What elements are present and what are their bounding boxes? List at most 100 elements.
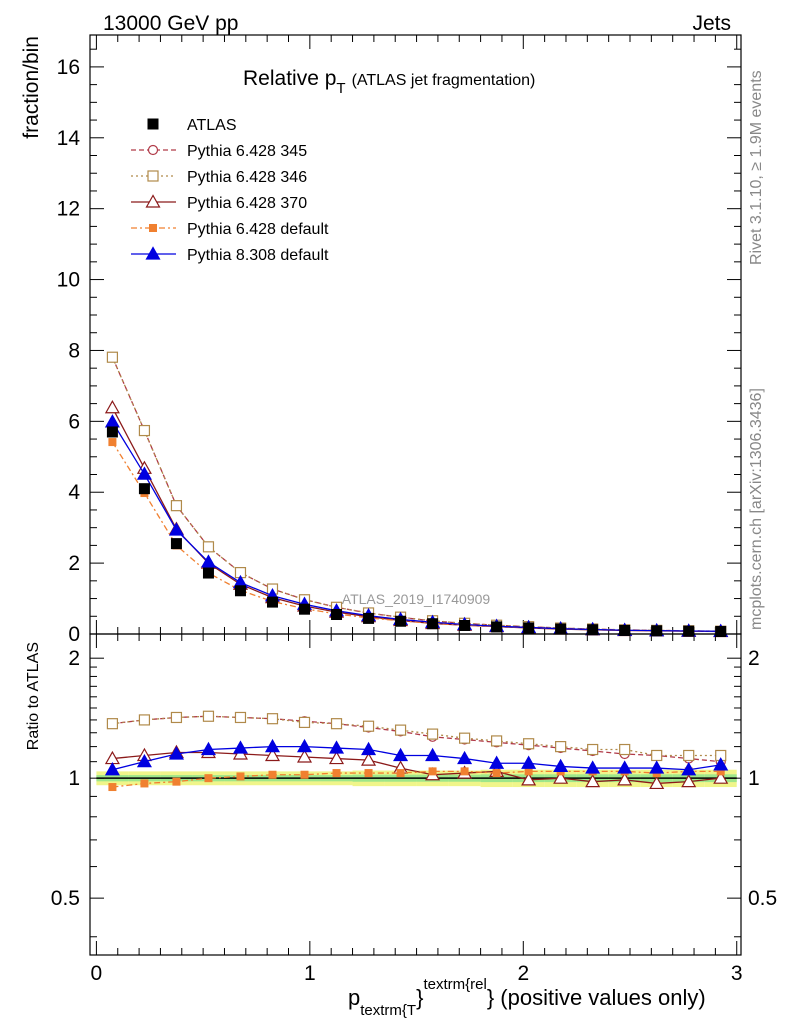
ratio-point-pythia-6-428-370 <box>264 747 281 762</box>
series-point-pythia-8-308-default <box>136 466 152 480</box>
series-point-pythia-6-428-346 <box>106 351 119 363</box>
data-point <box>555 623 567 635</box>
legend-label: Pythia 6.428 default <box>187 221 329 238</box>
ratio-point-pythia-6-428-346 <box>491 735 503 747</box>
ratio-point-pythia-6-428-default <box>524 767 533 776</box>
legend-marker <box>145 246 161 260</box>
side-label-top: Rivet 3.1.10, ≥ 1.9M events <box>748 70 765 265</box>
legend-label: Pythia 6.428 346 <box>187 169 307 186</box>
x-tick-label: 1 <box>304 962 316 985</box>
plot-title: Relative pT (ATLAS jet fragmentation) <box>243 67 535 97</box>
data-point <box>395 615 407 627</box>
ratio-point-pythia-6-428-default <box>492 769 501 778</box>
ratio-point-pythia-8-308-default <box>361 741 377 756</box>
ratio-point-pythia-6-428-370 <box>328 750 345 765</box>
ratio-point-pythia-6-428-default <box>460 767 469 776</box>
data-point <box>619 624 631 636</box>
ratio-point-pythia-8-308-default <box>553 758 569 773</box>
ratio-point-pythia-8-308-default <box>585 760 601 774</box>
ratio-point-pythia-6-428-default <box>268 770 277 779</box>
data-point <box>683 625 695 637</box>
ratio-point-pythia-8-308-default <box>521 755 537 769</box>
data-point <box>331 609 343 621</box>
ratio-point-pythia-6-428-default <box>428 767 437 776</box>
y-tick-label: 10 <box>57 269 80 292</box>
series-point-pythia-6-428-346 <box>170 500 183 512</box>
legend-label: Pythia 6.428 370 <box>187 195 307 212</box>
title-main: Relative p <box>243 67 336 90</box>
data-point <box>651 625 663 637</box>
ratio-point-pythia-6-428-346 <box>234 711 247 724</box>
ratio-point-pythia-6-428-370 <box>521 772 537 786</box>
ratio-point-pythia-6-428-370 <box>617 772 633 786</box>
legend-marker <box>149 224 157 232</box>
ratio-point-pythia-6-428-346 <box>330 718 343 730</box>
x-label-rest: } (positive values only) <box>487 985 706 1010</box>
data-point <box>299 603 311 615</box>
series-point-pythia-6-428-346 <box>202 541 215 553</box>
x-label-brace: } <box>416 985 423 1010</box>
series-point-pythia-8-308-default <box>168 522 184 536</box>
ratio-point-pythia-6-428-346 <box>362 720 375 732</box>
ratio-axis-label: Ratio to ATLAS <box>25 642 42 750</box>
ratio-point-pythia-8-308-default <box>328 740 345 754</box>
ratio-point-pythia-8-308-default <box>136 753 152 768</box>
ratio-point-pythia-6-428-370 <box>681 773 697 788</box>
ratio-point-pythia-8-308-default <box>104 762 120 776</box>
y-tick-label: 2 <box>68 552 80 575</box>
main-panel-series <box>104 351 729 638</box>
ratio-point-pythia-8-308-default <box>264 738 281 753</box>
series-point-pythia-6-428-346 <box>138 424 151 437</box>
side-label-bottom: mcplots.cern.ch [arXiv:1306.3436] <box>748 388 765 630</box>
x-label-p: p <box>348 985 360 1010</box>
ratio-point-pythia-6-428-default <box>172 777 181 786</box>
ratio-point-pythia-8-308-default <box>425 747 441 762</box>
ratio-point-pythia-6-428-default <box>300 770 309 779</box>
ratio-point-pythia-6-428-346 <box>651 749 663 762</box>
y-tick-label: 0 <box>68 623 80 646</box>
legend-marker <box>147 170 159 182</box>
legend-marker <box>145 194 161 208</box>
legend-marker <box>147 118 159 130</box>
y-tick-label: 16 <box>57 56 80 79</box>
ratio-point-pythia-6-428-346 <box>683 749 695 762</box>
title-sub: T <box>336 80 345 97</box>
ratio-point-pythia-8-308-default <box>393 747 409 762</box>
data-point <box>715 626 727 638</box>
ratio-point-pythia-8-308-default <box>457 750 473 765</box>
ratio-point-pythia-8-308-default <box>713 757 729 771</box>
legend: ATLAS Pythia 6.428 345 Pythia 6.428 346 Pyt… <box>131 117 329 264</box>
data-point <box>523 622 535 634</box>
ratio-point-pythia-6-428-370 <box>585 773 601 788</box>
data-point <box>587 624 599 636</box>
ratio-point-pythia-8-308-default <box>232 740 249 754</box>
ratio-point-pythia-6-428-346 <box>523 738 535 750</box>
ratio-point-pythia-6-428-370 <box>553 770 569 784</box>
data-point <box>363 612 375 624</box>
ratio-point-pythia-6-428-370 <box>361 752 377 766</box>
y-tick-label: 4 <box>68 481 80 504</box>
ratio-point-pythia-6-428-default <box>108 783 117 792</box>
x-label-sub: textrm{T <box>360 1002 416 1019</box>
ratio-point-pythia-8-308-default <box>200 741 216 756</box>
ratio-point-pythia-8-308-default <box>489 755 505 769</box>
data-point <box>491 621 503 633</box>
ratio-point-pythia-6-428-346 <box>458 732 471 744</box>
ratio-tick-label: 0.5 <box>51 887 80 910</box>
ratio-point-pythia-6-428-346 <box>555 741 567 753</box>
data-point <box>459 619 471 631</box>
ratio-point-pythia-8-308-default <box>649 760 665 774</box>
ratio-tick-label: 2 <box>68 647 80 670</box>
ratio-point-pythia-6-428-346 <box>619 743 631 756</box>
data-point <box>106 426 118 438</box>
ratio-tick-label-right: 2 <box>748 647 760 670</box>
ratio-panel-frame <box>89 633 742 956</box>
header-left: 13000 GeV pp <box>103 12 238 35</box>
ratio-point-pythia-6-428-default <box>236 772 245 781</box>
x-tick-label: 3 <box>731 962 743 985</box>
legend-label: Pythia 8.308 default <box>187 247 329 264</box>
ratio-tick-label: 1 <box>68 767 80 790</box>
data-point <box>427 618 439 630</box>
data-point <box>202 567 214 579</box>
